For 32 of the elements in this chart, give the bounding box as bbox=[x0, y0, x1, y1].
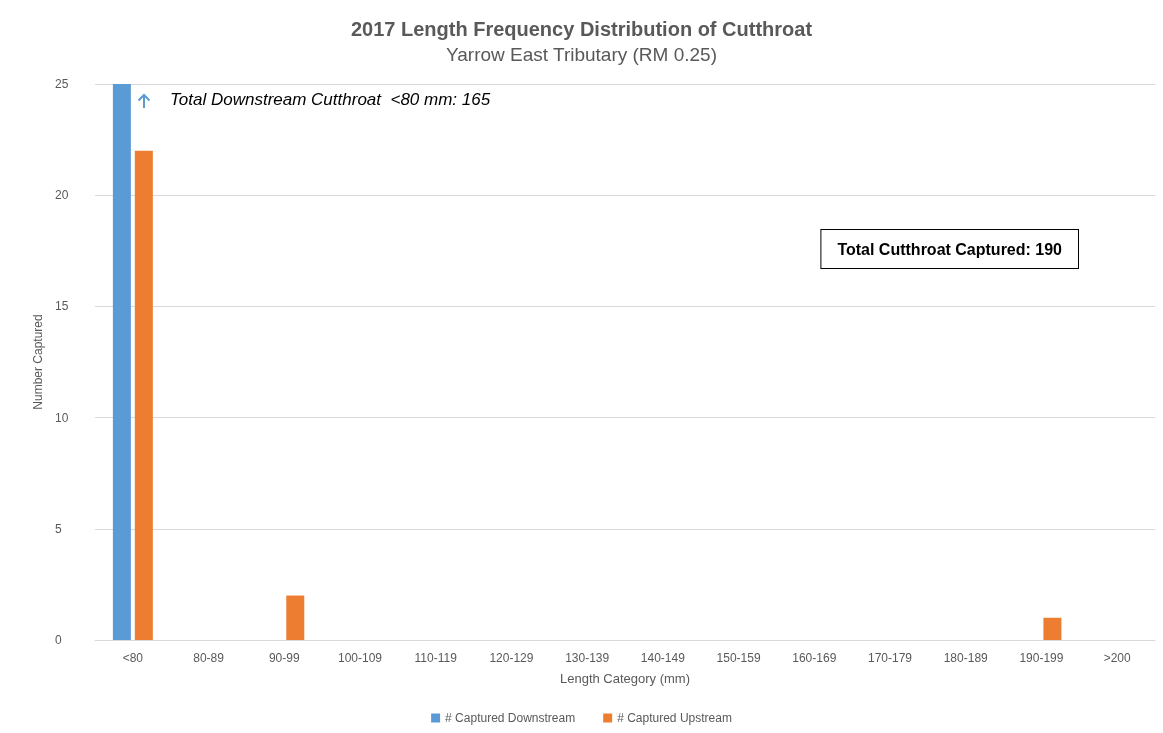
x-tick-label: 140-149 bbox=[640, 651, 686, 665]
x-tick-label: 170-179 bbox=[867, 651, 913, 665]
x-tick-label: 120-129 bbox=[489, 651, 534, 665]
chart-title: 2017 Length Frequency Distribution of Cutthroat bbox=[350, 18, 813, 40]
x-tick-label: >200 bbox=[1103, 651, 1131, 665]
y-tick-label: 0 bbox=[55, 633, 62, 647]
annotation: Total Downstream Cutthroat <80 mm: 165 bbox=[170, 90, 491, 109]
legend-label: # Captured Upstream bbox=[617, 711, 732, 725]
x-tick-label: 150-159 bbox=[716, 651, 761, 665]
x-tick-label: 130-139 bbox=[565, 651, 610, 665]
chart-subtitle: Yarrow East Tributary (RM 0.25) bbox=[445, 44, 718, 65]
x-axis-title: Length Category (mm) bbox=[559, 671, 691, 686]
x-tick-label: 90-99 bbox=[268, 651, 300, 665]
x-tick-label: 80-89 bbox=[193, 651, 225, 665]
y-tick-label: 10 bbox=[55, 410, 69, 425]
x-tick-label: <80 bbox=[122, 651, 144, 665]
x-tick-label: 180-189 bbox=[943, 651, 989, 665]
x-tick-label: 100-109 bbox=[337, 651, 383, 665]
annotation: Total Cutthroat Captured: 190 bbox=[837, 240, 1063, 258]
y-tick-label: 15 bbox=[55, 299, 69, 314]
x-tick-label: 110-119 bbox=[414, 651, 458, 665]
x-tick-label: 190-199 bbox=[1019, 651, 1064, 665]
legend-label: # Captured Downstream bbox=[445, 711, 576, 725]
x-tick-label: 160-169 bbox=[792, 651, 837, 665]
y-tick-label: 5 bbox=[55, 521, 62, 536]
bar bbox=[286, 595, 305, 640]
bar bbox=[134, 150, 153, 640]
y-tick-label: 25 bbox=[55, 77, 69, 91]
y-tick-label: 20 bbox=[55, 188, 69, 203]
y-axis-title: Number Captured bbox=[31, 314, 46, 410]
bar bbox=[1043, 617, 1062, 640]
bar bbox=[112, 84, 131, 640]
